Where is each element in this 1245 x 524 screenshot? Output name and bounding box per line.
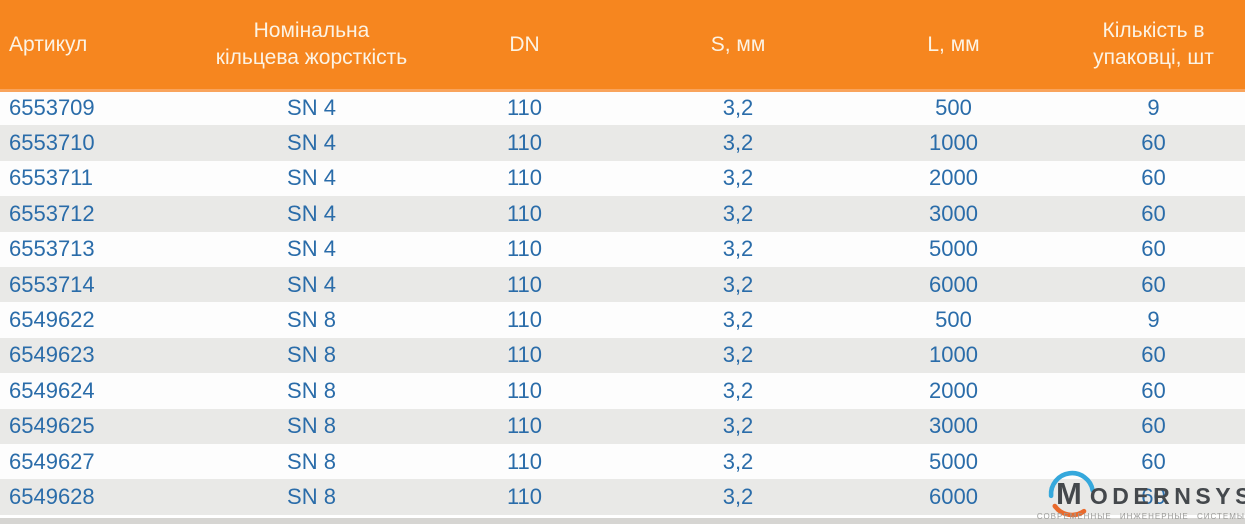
table-cell-dn: 110 [506, 342, 543, 368]
table-row: 6553711 SN 4 110 3,2 2000 60 [0, 160, 1245, 197]
column-header-qty-per-pack: Кількість в упаковці, шт [1062, 0, 1245, 92]
table-cell-qty: 60 [1141, 413, 1166, 439]
table-cell-l-mm: 1000 [929, 342, 978, 368]
table-cell-dn: 110 [506, 413, 543, 439]
table-cell-ring-stiffness: SN 4 [287, 236, 336, 262]
column-header-l-mm: L, мм [845, 0, 1062, 92]
table-cell-ring-stiffness: SN 4 [287, 200, 336, 226]
table-cell-dn: 110 [506, 236, 543, 262]
table-cell-article: 6553710 [9, 130, 95, 156]
column-header-article: Артикул [0, 0, 205, 92]
table-row: 6553713 SN 4 110 3,2 5000 60 [0, 231, 1245, 267]
table-cell-article: 6549622 [9, 307, 95, 333]
table-row: 6553714 SN 4 110 3,2 6000 60 [0, 266, 1245, 303]
table-row: 6549628 SN 8 110 3,2 6000 60 [0, 479, 1245, 515]
table-cell-l-mm: 5000 [929, 448, 978, 474]
table-cell-article: 6553713 [9, 236, 95, 262]
table-cell-l-mm: 500 [935, 95, 972, 121]
table-cell-qty: 60 [1141, 342, 1166, 368]
table-cell-s-mm: 3,2 [722, 130, 754, 156]
table-cell-qty: 60 [1141, 483, 1166, 509]
table-cell-dn: 110 [506, 165, 543, 191]
table-cell-dn: 110 [506, 200, 543, 226]
column-header-s-mm: S, мм [631, 0, 845, 92]
table-cell-qty: 9 [1147, 95, 1160, 121]
table-cell-article: 6553709 [9, 95, 95, 121]
table-cell-dn: 110 [506, 483, 543, 509]
table-cell-dn: 110 [506, 448, 543, 474]
table-cell-s-mm: 3,2 [722, 413, 754, 439]
table-cell-l-mm: 2000 [929, 377, 978, 403]
table-cell-ring-stiffness: SN 8 [287, 377, 336, 403]
table-row: 6549622 SN 8 110 3,2 500 9 [0, 302, 1245, 338]
table-cell-l-mm: 500 [935, 307, 972, 333]
table-row: 6553712 SN 4 110 3,2 3000 60 [0, 196, 1245, 232]
table-cell-ring-stiffness: SN 4 [287, 95, 336, 121]
table-row: 6549627 SN 8 110 3,2 5000 60 [0, 443, 1245, 480]
table-row: 6549623 SN 8 110 3,2 1000 60 [0, 337, 1245, 374]
table-cell-qty: 9 [1147, 307, 1160, 333]
table-cell-ring-stiffness: SN 8 [287, 413, 336, 439]
table-cell-ring-stiffness: SN 8 [287, 307, 336, 333]
table-cell-l-mm: 5000 [929, 236, 978, 262]
table-cell-l-mm: 2000 [929, 165, 978, 191]
table-row: 6553710 SN 4 110 3,2 1000 60 [0, 125, 1245, 161]
table-cell-s-mm: 3,2 [722, 483, 754, 509]
table-cell-ring-stiffness: SN 4 [287, 165, 336, 191]
table-cell-s-mm: 3,2 [722, 342, 754, 368]
table-cell-s-mm: 3,2 [722, 377, 754, 403]
table-cell-article: 6553712 [9, 200, 95, 226]
table-cell-qty: 60 [1141, 271, 1166, 297]
table-cell-s-mm: 3,2 [722, 271, 754, 297]
table-cell-article: 6549627 [9, 448, 95, 474]
table-cell-s-mm: 3,2 [722, 165, 754, 191]
table-cell-ring-stiffness: SN 8 [287, 483, 336, 509]
table-cell-s-mm: 3,2 [722, 95, 754, 121]
table-cell-dn: 110 [506, 377, 543, 403]
table-row: 6549624 SN 8 110 3,2 2000 60 [0, 373, 1245, 409]
table-cell-article: 6549623 [9, 342, 95, 368]
table-cell-ring-stiffness: SN 4 [287, 130, 336, 156]
table-cell-dn: 110 [506, 271, 543, 297]
table-cell-l-mm: 6000 [929, 483, 978, 509]
table-cell-s-mm: 3,2 [722, 236, 754, 262]
column-header-ring-stiffness: Номінальна кільцева жорсткість [205, 0, 418, 92]
table-cell-dn: 110 [506, 95, 543, 121]
table-cell-dn: 110 [506, 130, 543, 156]
table-cell-ring-stiffness: SN 8 [287, 342, 336, 368]
table-cell-l-mm: 1000 [929, 130, 978, 156]
table-cell-l-mm: 6000 [929, 271, 978, 297]
table-cell-article: 6549628 [9, 483, 95, 509]
table-cell-l-mm: 3000 [929, 413, 978, 439]
table-cell-article: 6553711 [9, 165, 94, 191]
table-cell-article: 6549625 [9, 413, 95, 439]
table-cell-s-mm: 3,2 [722, 448, 754, 474]
table-cell-qty: 60 [1141, 377, 1166, 403]
column-header-dn: DN [418, 0, 631, 92]
table-cell-ring-stiffness: SN 8 [287, 448, 336, 474]
table-body: 6553709 SN 4 110 3,2 500 9 6553710 SN 4 110 3,2 10… [0, 90, 1245, 515]
table-cell-qty: 60 [1141, 130, 1166, 156]
table-cell-dn: 110 [506, 307, 543, 333]
table-header-row: Артикул Номінальна кільцева жорсткість D… [0, 0, 1245, 92]
table-cell-s-mm: 3,2 [722, 307, 754, 333]
table-cell-article: 6553714 [9, 271, 95, 297]
bottom-shadow-bar [0, 518, 1245, 524]
table-cell-s-mm: 3,2 [722, 200, 754, 226]
table-cell-l-mm: 3000 [929, 200, 978, 226]
table-cell-qty: 60 [1141, 236, 1166, 262]
table-cell-qty: 60 [1141, 200, 1166, 226]
table-row: 6553709 SN 4 110 3,2 500 9 [0, 90, 1245, 126]
table-cell-ring-stiffness: SN 4 [287, 271, 336, 297]
table-cell-article: 6549624 [9, 377, 95, 403]
table-row: 6549625 SN 8 110 3,2 3000 60 [0, 408, 1245, 444]
table-cell-qty: 60 [1141, 448, 1166, 474]
table-cell-qty: 60 [1141, 165, 1166, 191]
